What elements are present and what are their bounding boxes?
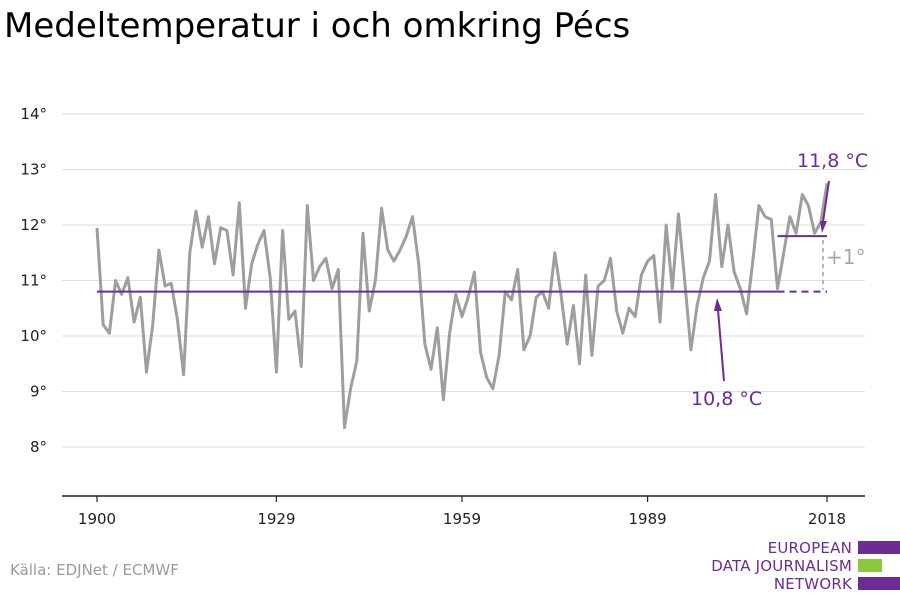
y-tick-label: 11° xyxy=(20,272,47,290)
recent-arrow-shaft xyxy=(822,180,830,223)
gridlines xyxy=(62,113,865,448)
y-tick-label: 14° xyxy=(20,105,47,123)
logo-bar-top xyxy=(858,541,900,554)
x-axis-ticks: 1900 1929 1959 1989 2018 xyxy=(78,496,846,528)
recent-arrow-head xyxy=(820,221,827,233)
series-layer xyxy=(95,183,829,430)
x-tick-label: 1929 xyxy=(257,510,295,528)
x-tick-label: 1959 xyxy=(443,510,481,528)
y-tick-label: 12° xyxy=(20,216,47,234)
logo-line-3: NETWORK xyxy=(773,575,852,593)
logo-bar-bottom xyxy=(858,577,900,590)
baseline-label: 10,8 °C xyxy=(691,388,762,410)
chart-title: Medeltemperatur i och omkring Pécs xyxy=(4,6,631,46)
y-tick-label: 10° xyxy=(20,327,47,345)
baseline-arrow-head xyxy=(714,298,722,311)
temperature-series-line xyxy=(95,183,829,430)
baseline-arrow-shaft xyxy=(717,309,725,382)
y-tick-label: 9° xyxy=(30,383,47,401)
logo-bar-middle xyxy=(858,559,882,572)
x-tick-label: 2018 xyxy=(808,510,846,528)
edjnet-logo: EUROPEAN DATA JOURNALISM NETWORK xyxy=(690,538,900,598)
recent-average-label: 11,8 °C xyxy=(797,150,868,172)
x-tick-label: 1989 xyxy=(628,510,666,528)
annotation-layer: +1° 11,8 °C 10,8 °C xyxy=(691,150,868,410)
logo-line-2: DATA JOURNALISM xyxy=(711,557,852,575)
logo-line-1: EUROPEAN xyxy=(767,539,852,557)
y-tick-label: 13° xyxy=(20,161,47,179)
y-tick-label: 8° xyxy=(30,438,47,456)
x-tick-label: 1900 xyxy=(78,510,116,528)
difference-label: +1° xyxy=(826,245,865,269)
y-axis-tick-labels: 8° 9° 10° 11° 12° 13° 14° xyxy=(20,105,47,456)
source-note: Källa: EDJNet / ECMWF xyxy=(10,561,179,579)
